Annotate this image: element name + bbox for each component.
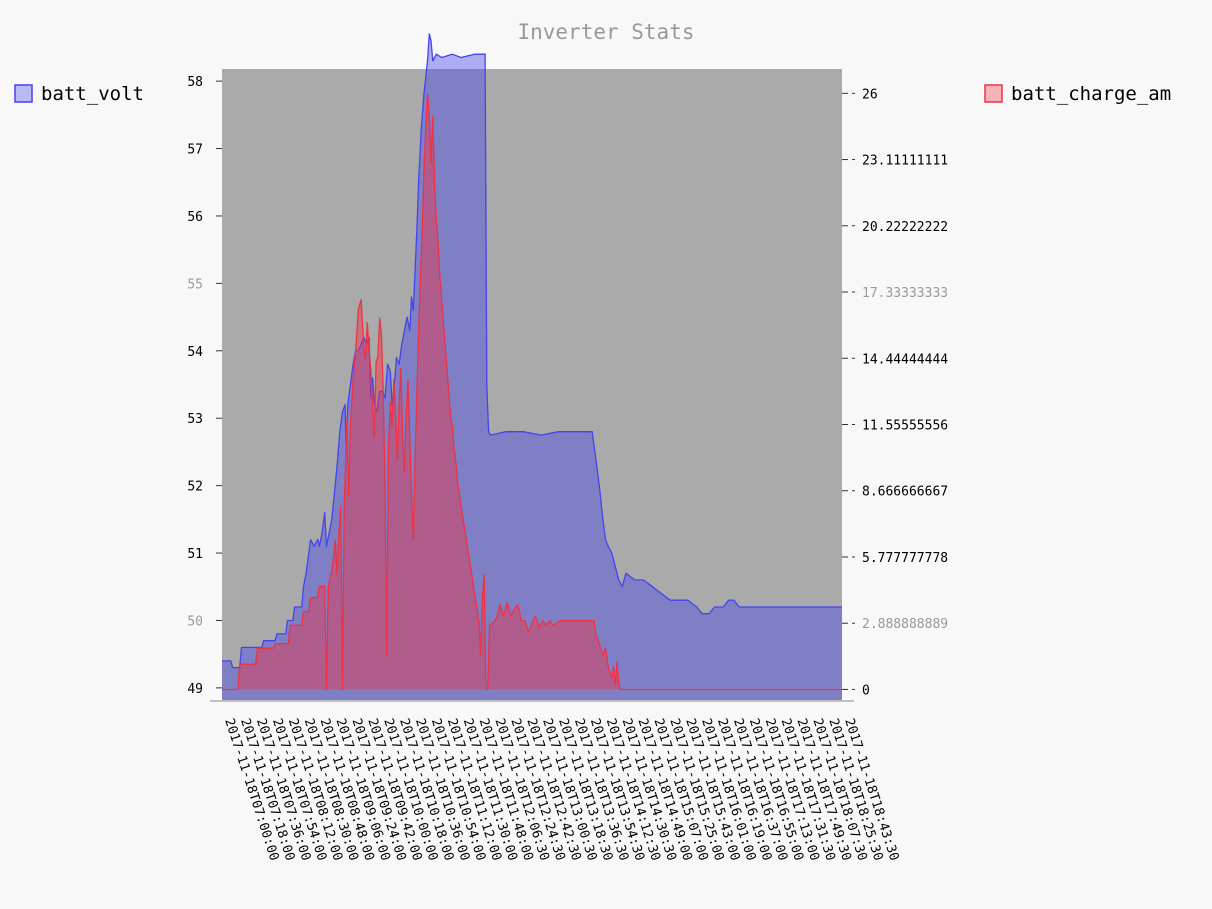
area-batt-charge-am bbox=[222, 93, 842, 690]
right-tick-label: 11.55555556 bbox=[862, 418, 948, 433]
area-batt-volt bbox=[222, 33, 842, 700]
series-layer bbox=[222, 33, 842, 700]
legend-swatch-batt-volt bbox=[14, 84, 33, 103]
right-tick-label: 8.666666667 bbox=[862, 485, 948, 500]
right-tick-label: 26 bbox=[862, 87, 878, 102]
left-tick-label: 49 bbox=[187, 682, 203, 697]
line-batt-volt bbox=[222, 33, 842, 669]
right-tick-label: 2.888888889 bbox=[862, 617, 948, 632]
left-tick-label: 54 bbox=[187, 345, 203, 360]
x-axis: 2017-11-18T07:00:002017-11-18T07:18:0020… bbox=[210, 700, 901, 863]
right-tick-label: 0 bbox=[862, 683, 870, 698]
left-tick-label: 55 bbox=[187, 277, 203, 292]
legend-swatch-batt-charge-am bbox=[984, 84, 1003, 103]
left-tick-label: 56 bbox=[187, 210, 203, 225]
right-tick-label: 14.44444444 bbox=[862, 352, 948, 367]
right-tick-label: 23.11111111 bbox=[862, 154, 948, 169]
left-tick-label: 50 bbox=[187, 614, 203, 629]
chart-title: Inverter Stats bbox=[517, 20, 694, 44]
right-tick-label: 17.33333333 bbox=[862, 286, 948, 301]
legend-batt-volt[interactable]: batt_volt bbox=[14, 83, 144, 105]
right-y-axis: 0 2.888888889 5.777777778 8.666666667 11.555… bbox=[842, 87, 948, 698]
legend-label-batt-charge-am: batt_charge_am bbox=[1011, 83, 1171, 105]
right-tick-label: 20.22222222 bbox=[862, 220, 948, 235]
legend-label-batt-volt: batt_volt bbox=[41, 83, 144, 105]
right-tick-label: 5.777777778 bbox=[862, 551, 948, 566]
left-tick-label: 57 bbox=[187, 143, 203, 158]
left-tick-label: 52 bbox=[187, 480, 203, 495]
left-tick-label: 51 bbox=[187, 547, 203, 562]
left-tick-label: 53 bbox=[187, 412, 203, 427]
left-y-axis: 49 50 51 52 53 54 55 56 57 58 bbox=[187, 75, 222, 697]
legend-batt-charge-am[interactable]: batt_charge_am bbox=[984, 83, 1171, 105]
line-batt-charge-am bbox=[222, 92, 842, 691]
left-tick-label: 58 bbox=[187, 75, 203, 90]
